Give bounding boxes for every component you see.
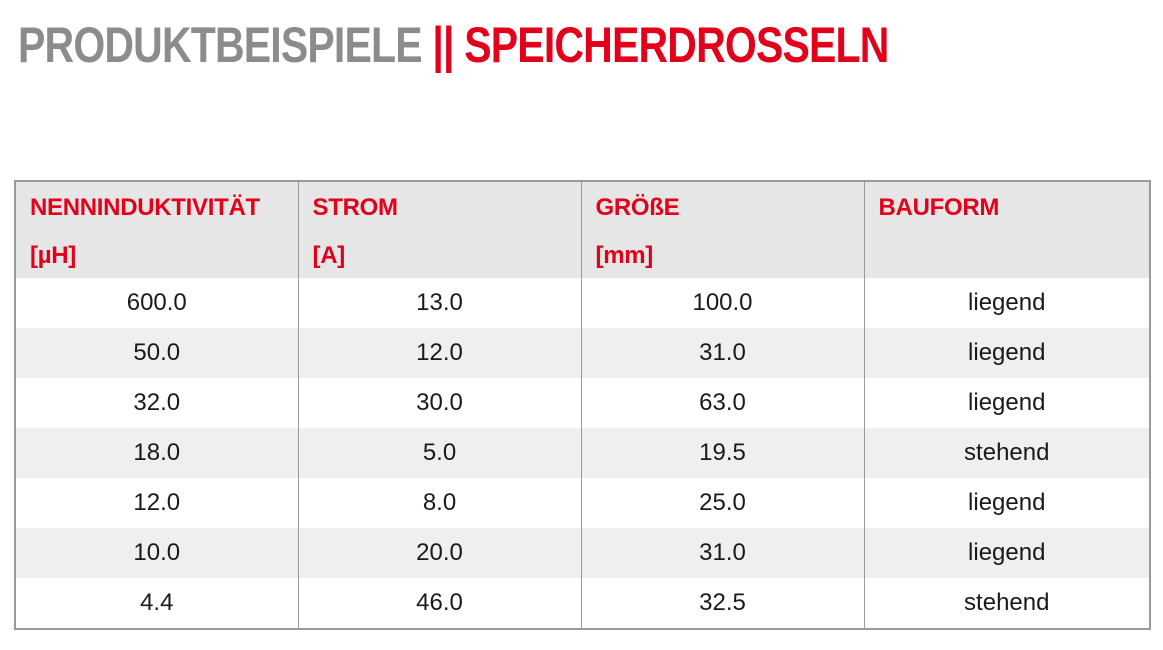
cell-inductance: 4.4 [15, 578, 298, 629]
cell-design: liegend [863, 378, 1150, 428]
cell-inductance: 10.0 [15, 528, 298, 578]
cell-current: 46.0 [297, 578, 581, 629]
table-row: 600.0 13.0 100.0 liegend [15, 278, 1150, 328]
cell-size: 63.0 [580, 378, 864, 428]
page-title: PRODUKTBEISPIELE || SPEICHERDROSSELN [18, 14, 889, 76]
title-primary: PRODUKTBEISPIELE [18, 17, 423, 73]
product-table: NENNINDUKTIVITÄT [µH] STROM [A] GRÖßE [m… [14, 180, 1151, 630]
table-row: 12.0 8.0 25.0 liegend [15, 478, 1150, 528]
table-row: 32.0 30.0 63.0 liegend [15, 378, 1150, 428]
title-secondary: SPEICHERDROSSELN [464, 17, 889, 73]
cell-inductance: 50.0 [15, 328, 298, 378]
cell-size: 31.0 [580, 528, 864, 578]
cell-inductance: 18.0 [15, 428, 298, 478]
cell-design: liegend [863, 528, 1150, 578]
column-header-current: STROM [A] [297, 181, 581, 278]
cell-inductance: 32.0 [15, 378, 298, 428]
header-row: NENNINDUKTIVITÄT [µH] STROM [A] GRÖßE [m… [15, 181, 1150, 278]
column-header-inductance: NENNINDUKTIVITÄT [µH] [15, 181, 298, 278]
cell-inductance: 12.0 [15, 478, 298, 528]
title-separator: || [432, 17, 454, 73]
table-row: 4.4 46.0 32.5 stehend [15, 578, 1150, 629]
cell-size: 32.5 [580, 578, 864, 629]
cell-size: 31.0 [580, 328, 864, 378]
column-header-label: GRÖßE [595, 194, 680, 221]
cell-design: stehend [863, 428, 1150, 478]
column-header-size: GRÖßE [mm] [580, 181, 864, 278]
column-header-unit: [A] [312, 242, 346, 269]
column-header-label: NENNINDUKTIVITÄT [30, 194, 260, 221]
cell-inductance: 600.0 [15, 278, 298, 328]
table-row: 50.0 12.0 31.0 liegend [15, 328, 1150, 378]
column-header-unit: [mm] [595, 242, 654, 269]
table-row: 18.0 5.0 19.5 stehend [15, 428, 1150, 478]
table-row: 10.0 20.0 31.0 liegend [15, 528, 1150, 578]
column-header-design: BAUFORM [863, 181, 1150, 278]
cell-design: stehend [863, 578, 1150, 629]
table-body: 600.0 13.0 100.0 liegend 50.0 12.0 31.0 … [15, 278, 1150, 629]
cell-current: 20.0 [297, 528, 581, 578]
cell-size: 19.5 [580, 428, 864, 478]
cell-current: 13.0 [297, 278, 581, 328]
cell-current: 12.0 [297, 328, 581, 378]
cell-size: 100.0 [580, 278, 864, 328]
cell-current: 30.0 [297, 378, 581, 428]
column-header-label: BAUFORM [878, 194, 1000, 221]
cell-design: liegend [863, 278, 1150, 328]
cell-size: 25.0 [580, 478, 864, 528]
cell-design: liegend [863, 328, 1150, 378]
cell-design: liegend [863, 478, 1150, 528]
column-header-label: STROM [312, 194, 398, 221]
cell-current: 8.0 [297, 478, 581, 528]
table-header: NENNINDUKTIVITÄT [µH] STROM [A] GRÖßE [m… [15, 181, 1150, 278]
cell-current: 5.0 [297, 428, 581, 478]
column-header-unit: [µH] [30, 242, 76, 269]
